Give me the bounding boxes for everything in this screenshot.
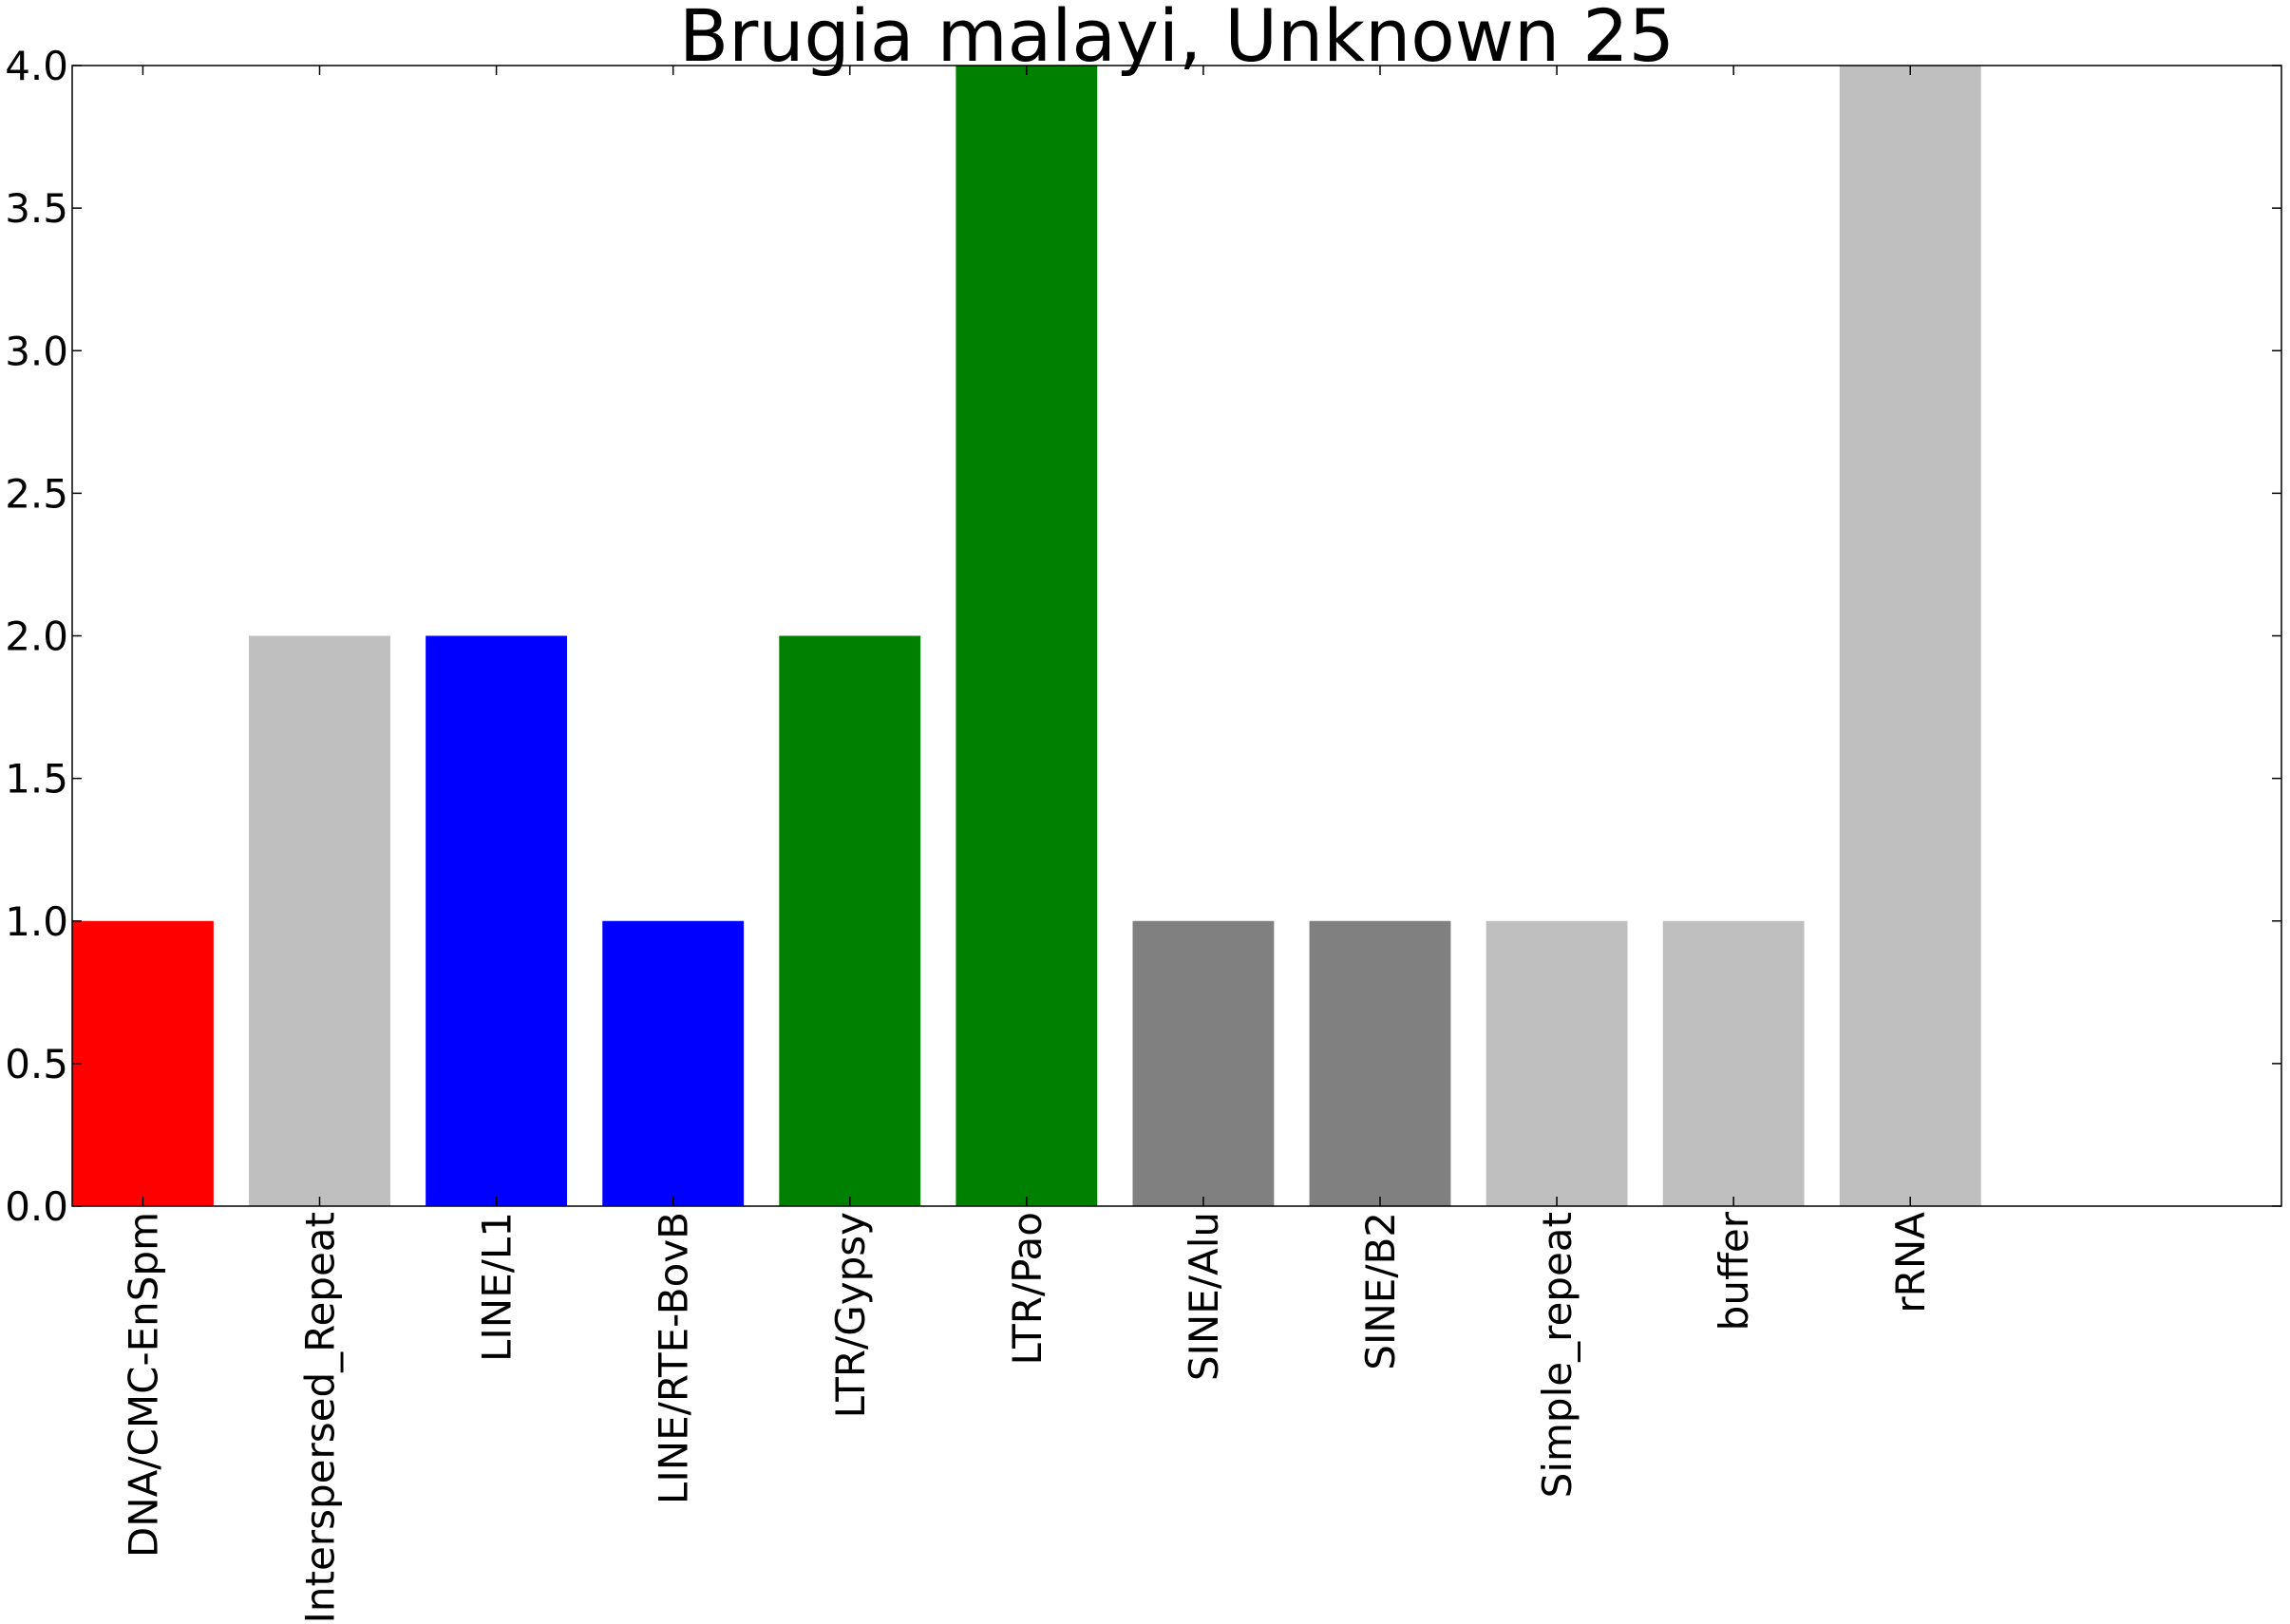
bar-ltr-pao xyxy=(956,66,1098,1206)
bar-sine-alu xyxy=(1132,920,1275,1206)
bars-group xyxy=(72,66,1981,1206)
bar-simple-repeat xyxy=(1486,920,1628,1206)
x-tick-label: Interspersed_Repeat xyxy=(297,1212,344,1623)
x-tick-label: SINE/Alu xyxy=(1181,1212,1227,1381)
y-tick-label: 1.0 xyxy=(5,898,68,945)
x-tick-label: buffer xyxy=(1711,1211,1757,1331)
x-tick-label: LINE/RTE-BovB xyxy=(651,1212,697,1504)
y-tick-label: 3.0 xyxy=(5,328,68,374)
bar-sine-b2 xyxy=(1309,920,1451,1206)
x-tick-label: Simple_repeat xyxy=(1534,1212,1580,1498)
x-tick-label: SINE/B2 xyxy=(1357,1212,1404,1370)
x-tick-label: LTR/Pao xyxy=(1004,1212,1050,1365)
y-axis-ticks: 0.0 0.5 1.0 1.5 2.0 2.5 3.0 3.5 4.0 xyxy=(5,43,2281,1230)
plot-frame xyxy=(71,65,2282,1207)
y-tick-label: 2.0 xyxy=(5,614,68,660)
x-tick-label: DNA/CMC-EnSpm xyxy=(120,1212,166,1558)
bar-ltr-gypsy xyxy=(779,635,921,1206)
y-tick-label: 0.0 xyxy=(5,1183,68,1230)
y-tick-label: 3.5 xyxy=(5,185,68,232)
y-tick-label: 4.0 xyxy=(5,43,68,89)
bar-rrna xyxy=(1839,66,1981,1206)
y-tick-label: 2.5 xyxy=(5,470,68,517)
x-axis-ticks: DNA/CMC-EnSpm Interspersed_Repeat LINE/L1 L… xyxy=(120,66,1934,1623)
bar-line-rte-bovb xyxy=(602,920,745,1206)
y-tick-label: 1.5 xyxy=(5,756,68,803)
x-tick-label: LINE/L1 xyxy=(474,1212,520,1362)
bar-dna-cmc-enspm xyxy=(72,920,214,1206)
bar-interspersed-repeat xyxy=(249,635,390,1206)
y-tick-label: 0.5 xyxy=(5,1041,68,1087)
x-tick-label: rRNA xyxy=(1887,1212,1934,1313)
x-tick-label: LTR/Gypsy xyxy=(827,1212,874,1418)
bar-line-l1 xyxy=(426,635,568,1206)
bar-buffer xyxy=(1662,920,1805,1206)
